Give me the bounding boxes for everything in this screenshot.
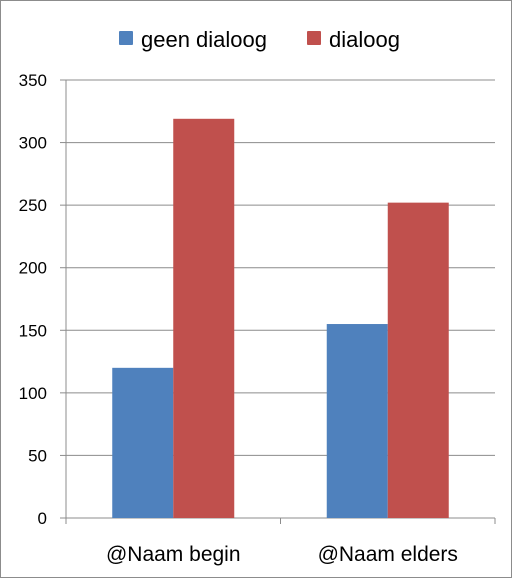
- x-category-label: @Naam begin: [106, 543, 241, 566]
- legend-swatch: [307, 31, 321, 45]
- x-category-label: @Naam elders: [318, 543, 458, 566]
- y-tick-labels: 0 50 100 150 200 250 300 350: [19, 71, 47, 528]
- legend: geen dialoog dialoog: [119, 27, 400, 52]
- bar-dialoog-1: [173, 118, 235, 519]
- y-tick-label: 350: [19, 71, 47, 90]
- x-category-labels: @Naam begin @Naam elders: [106, 543, 458, 566]
- legend-label: geen dialoog: [141, 27, 267, 52]
- y-tick-label: 0: [38, 509, 47, 528]
- y-tick-label: 100: [19, 384, 47, 403]
- bar-geen-dialoog-1: [112, 367, 174, 518]
- y-tick-label: 250: [19, 196, 47, 215]
- y-tick-label: 300: [19, 134, 47, 153]
- y-tick-label: 50: [28, 446, 47, 465]
- bars: [112, 118, 449, 519]
- legend-label: dialoog: [329, 27, 400, 52]
- y-tick-label: 200: [19, 259, 47, 278]
- y-tick-label: 150: [19, 321, 47, 340]
- bar-geen-dialoog-2: [326, 324, 388, 518]
- bar-dialoog-2: [387, 202, 449, 518]
- legend-swatch: [119, 31, 133, 45]
